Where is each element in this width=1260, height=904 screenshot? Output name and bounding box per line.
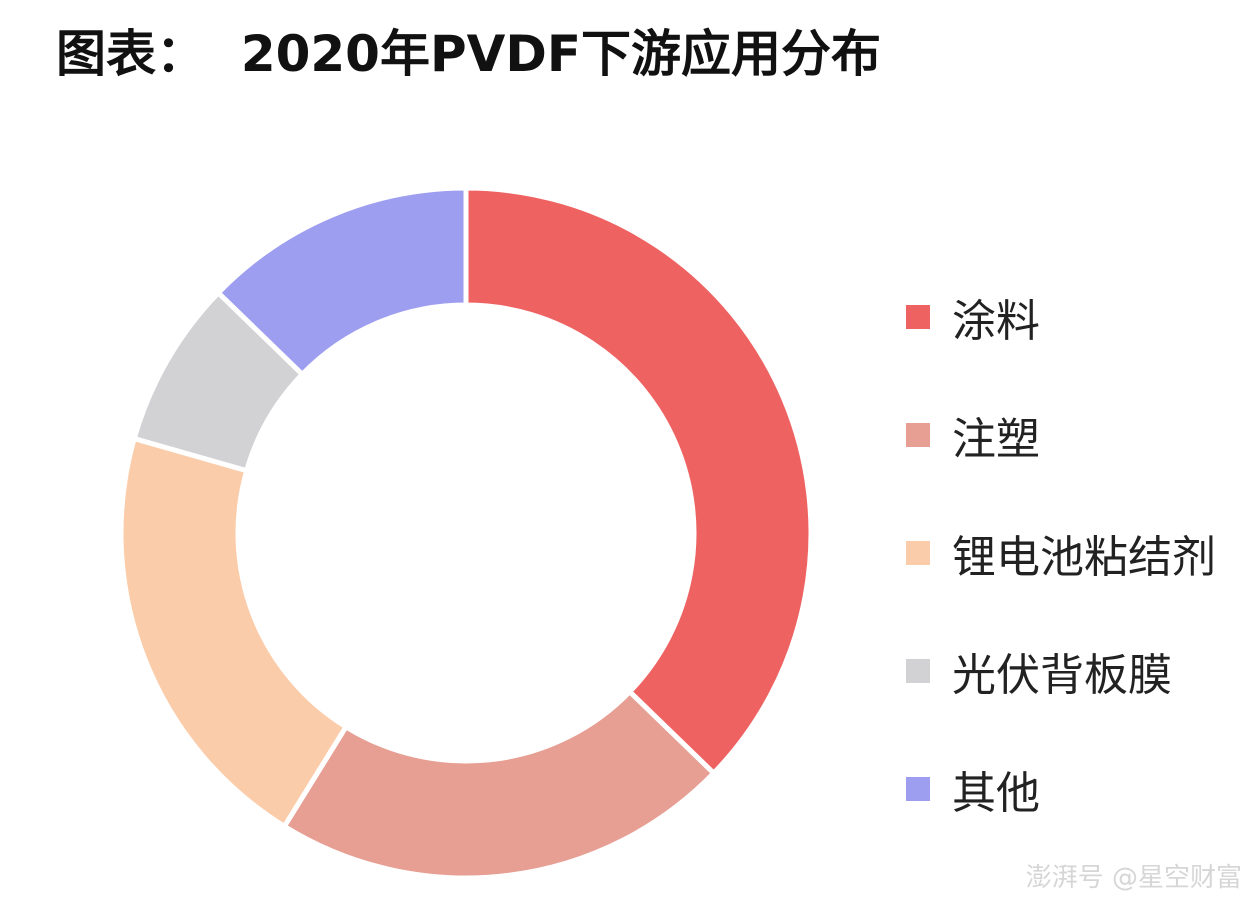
legend-item-battery-binder: 锂电池粘结剂	[906, 525, 1256, 583]
pie-slice-battery-binder	[118, 435, 350, 830]
legend-label: 锂电池粘结剂	[952, 532, 1216, 583]
legend-label: 涂料	[952, 296, 1040, 347]
legend-swatch	[906, 305, 930, 329]
watermark: 澎湃号 @星空财富	[1025, 863, 1242, 893]
pie-slice-other	[214, 185, 469, 378]
legend-label: 注塑	[952, 414, 1040, 465]
legend-swatch	[906, 777, 930, 801]
legend-item-coatings: 涂料	[906, 289, 1256, 347]
legend-swatch	[906, 423, 930, 447]
legend-item-pv-backsheet: 光伏背板膜	[906, 643, 1256, 701]
legend-swatch	[906, 541, 930, 565]
legend: 涂料 注塑 锂电池粘结剂 光伏背板膜 其他	[906, 289, 1256, 879]
legend-item-injection-molding: 注塑	[906, 407, 1256, 465]
legend-label: 光伏背板膜	[952, 650, 1172, 701]
legend-swatch	[906, 659, 930, 683]
pie-slice-injection-molding	[280, 688, 718, 881]
pie-slice-coatings	[463, 185, 814, 777]
chart-title: 图表： 2020年PVDF下游应用分布	[56, 25, 881, 83]
legend-item-other: 其他	[906, 761, 1256, 819]
legend-label: 其他	[952, 768, 1040, 819]
